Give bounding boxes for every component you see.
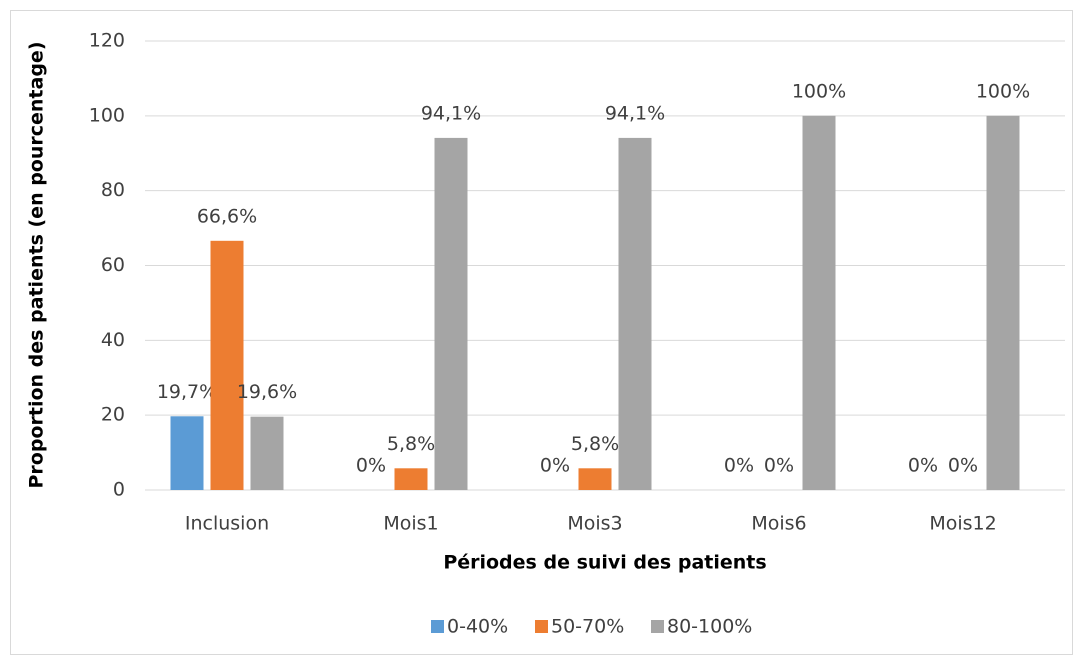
value-label: 66,6% bbox=[197, 205, 257, 227]
bar bbox=[170, 416, 204, 490]
legend-label: 0-40% bbox=[447, 616, 508, 638]
x-axis-title: Périodes de suivi des patients bbox=[443, 552, 766, 574]
bar bbox=[394, 468, 428, 490]
value-label: 5,8% bbox=[387, 433, 435, 455]
bar bbox=[434, 137, 468, 490]
value-label: 94,1% bbox=[421, 102, 481, 124]
value-label: 0% bbox=[908, 455, 938, 477]
legend-label: 80-100% bbox=[667, 616, 752, 638]
x-tick-label: Mois6 bbox=[751, 513, 806, 535]
value-label: 0% bbox=[948, 455, 978, 477]
value-label: 19,7% bbox=[157, 381, 217, 403]
bar bbox=[210, 240, 244, 490]
bar bbox=[618, 137, 652, 490]
value-label: 100% bbox=[792, 80, 846, 102]
y-tick-label: 40 bbox=[101, 329, 125, 351]
y-tick-label: 20 bbox=[101, 404, 125, 426]
x-tick-label: Mois12 bbox=[929, 513, 996, 535]
y-tick-label: 120 bbox=[89, 30, 125, 52]
bar bbox=[986, 115, 1020, 490]
x-tick-label: Inclusion bbox=[185, 513, 269, 535]
value-label: 0% bbox=[764, 455, 794, 477]
value-label: 100% bbox=[976, 80, 1030, 102]
bar bbox=[578, 468, 612, 490]
value-label: 5,8% bbox=[571, 433, 619, 455]
x-tick-label: Mois3 bbox=[567, 513, 622, 535]
legend-swatch bbox=[651, 620, 664, 633]
y-tick-label: 60 bbox=[101, 254, 125, 276]
x-tick-label: Mois1 bbox=[383, 513, 438, 535]
y-tick-label: 100 bbox=[89, 104, 125, 126]
value-label: 0% bbox=[356, 455, 386, 477]
value-label: 0% bbox=[724, 455, 754, 477]
legend-swatch bbox=[431, 620, 444, 633]
legend-swatch bbox=[535, 620, 548, 633]
y-tick-label: 80 bbox=[101, 179, 125, 201]
value-label: 0% bbox=[540, 455, 570, 477]
y-tick-label: 0 bbox=[113, 479, 125, 501]
legend-label: 50-70% bbox=[551, 616, 624, 638]
bar bbox=[250, 416, 284, 490]
value-label: 19,6% bbox=[237, 381, 297, 403]
y-axis-title: Proportion des patients (en pourcentage) bbox=[26, 41, 48, 488]
chart-frame bbox=[10, 10, 1073, 655]
value-label: 94,1% bbox=[605, 102, 665, 124]
bar bbox=[802, 115, 836, 490]
